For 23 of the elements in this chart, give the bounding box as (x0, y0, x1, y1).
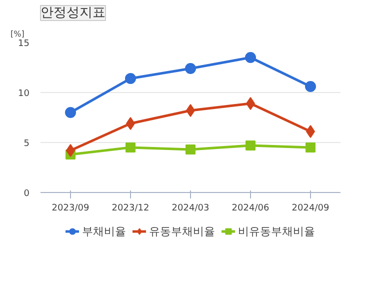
legend-label: 비유동부채비율 (238, 224, 315, 238)
point (186, 144, 196, 154)
y-tick-label: 5 (24, 139, 30, 149)
point (306, 142, 316, 152)
x-tick-label: 2024/09 (292, 204, 330, 214)
point (65, 107, 76, 118)
y-tick-label: 15 (18, 39, 30, 49)
point (185, 63, 196, 74)
x-tick-label: 2024/03 (172, 204, 210, 214)
y-tick-label: 10 (18, 89, 30, 99)
chart-title: 안정성지표 (40, 6, 106, 20)
point (125, 73, 136, 84)
point (305, 81, 316, 92)
legend-label: 유동부채비율 (149, 224, 215, 238)
point (245, 52, 256, 63)
y-axis-title: [%] (10, 30, 24, 38)
point (126, 142, 136, 152)
y-tick-label: 0 (24, 189, 30, 199)
point (246, 140, 256, 150)
x-tick-label: 2023/09 (52, 204, 90, 214)
x-tick-label: 2024/06 (232, 204, 270, 214)
legend-label: 부채비율 (82, 224, 126, 238)
x-tick-label: 2023/12 (112, 204, 150, 214)
